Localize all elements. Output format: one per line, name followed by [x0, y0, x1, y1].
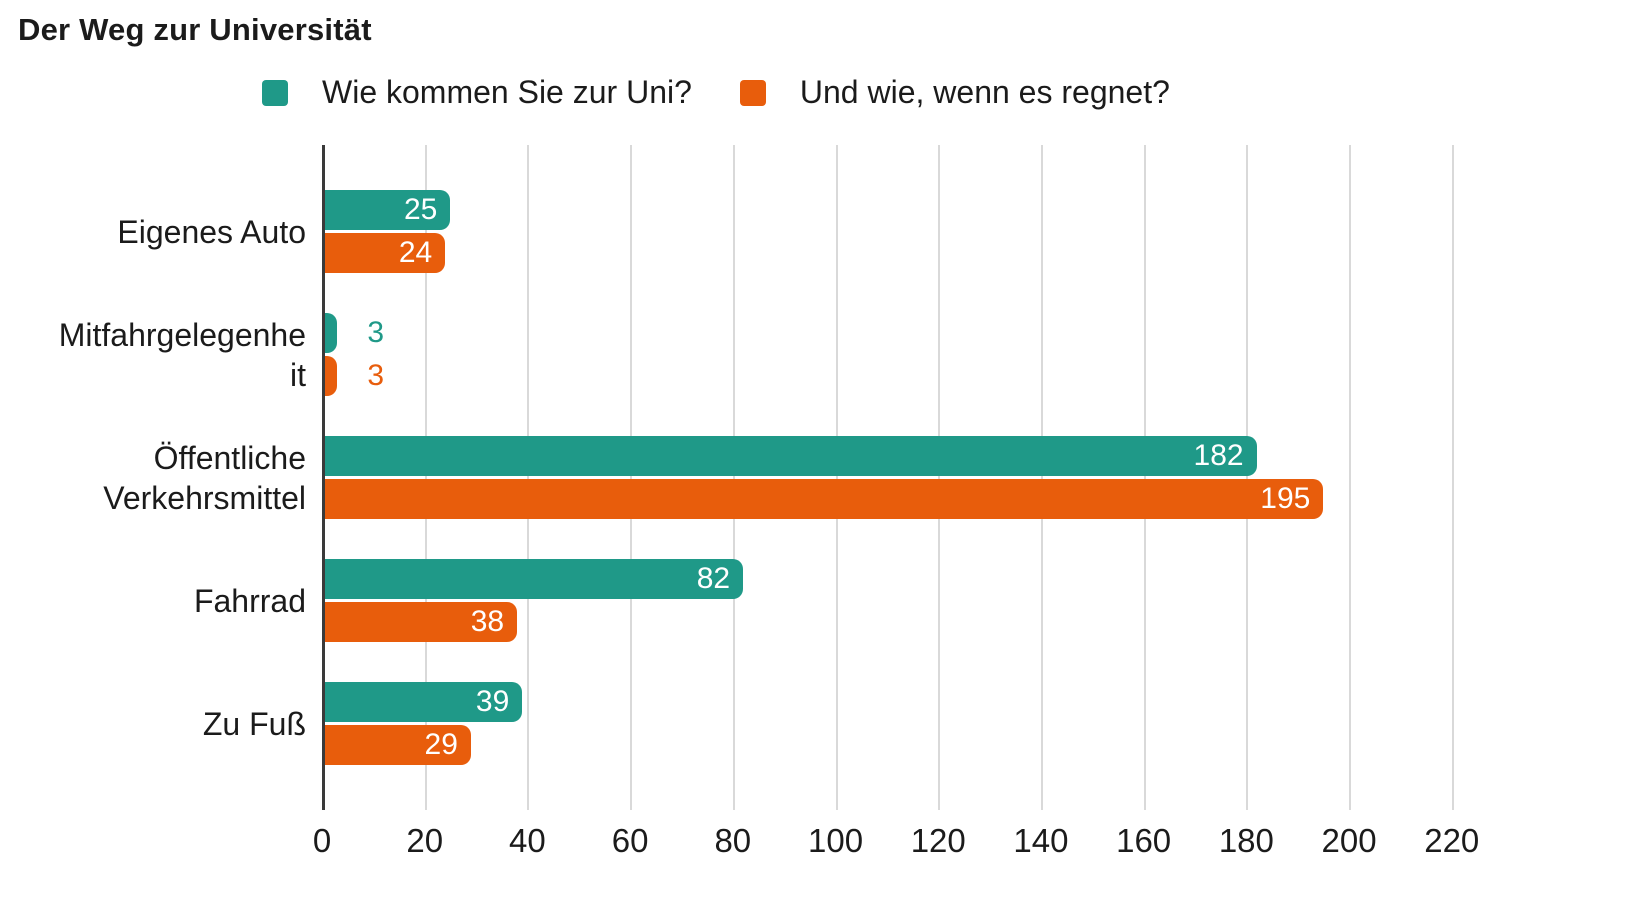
y-axis-line: [322, 145, 325, 810]
x-tick-label-40: 40: [509, 822, 546, 859]
category-label-1: Eigenes Auto: [117, 213, 306, 250]
bar-series1-4: 82: [322, 559, 744, 599]
legend-label-series1: Wie kommen Sie zur Uni?: [322, 74, 692, 110]
x-tick-label-20: 20: [406, 822, 444, 859]
x-tick-label-220: 220: [1424, 822, 1480, 859]
plot-area: 25 24 3 3 182 195 82 38 39 29: [322, 145, 1575, 810]
gridline: [1040, 145, 1043, 810]
category-label-2: Mitfahrgelegenhe it: [58, 316, 306, 393]
bar-rows: 25 24 3 3 182 195 82 38 39 29: [322, 190, 1575, 765]
gridline: [1349, 145, 1352, 810]
bar-series2-5: 29: [322, 725, 471, 765]
chart-title: Der Weg zur Universität: [18, 12, 372, 47]
gridline: [630, 145, 633, 810]
bar-series2-1: 24: [322, 233, 446, 273]
bar-value-label: 82: [696, 562, 731, 595]
x-tick-label-120: 120: [910, 822, 966, 859]
x-tick-label-200: 200: [1321, 822, 1377, 859]
legend-item-series1: Wie kommen Sie zur Uni?: [262, 74, 692, 111]
bar-value-label: 25: [404, 193, 438, 226]
bar-row-4: 82 38: [322, 559, 1575, 642]
bar-series1-2: 3: [322, 313, 384, 353]
bar-series2-2: 3: [322, 356, 384, 396]
gridline: [1246, 145, 1249, 810]
chart-legend: Wie kommen Sie zur Uni? Und wie, wenn es…: [262, 74, 1170, 111]
legend-swatch-series1-icon: [262, 79, 288, 106]
bar-series2-4: 38: [322, 602, 518, 642]
gridline: [424, 145, 427, 810]
bar-series2-3: 195: [322, 479, 1324, 519]
x-tick-label-100: 100: [807, 822, 864, 859]
bar-value-label: 3: [367, 316, 385, 349]
bar-value-label: 24: [398, 236, 433, 269]
x-tick-label-60: 60: [611, 822, 649, 859]
gridline: [1451, 145, 1454, 810]
bar-value-label: 39: [475, 685, 510, 718]
bar-value-label: 182: [1193, 439, 1244, 472]
bar-value-label: 3: [367, 359, 385, 392]
bar-value-label: 195: [1260, 482, 1311, 515]
gridline: [732, 145, 735, 810]
bar-row-5: 39 29: [322, 682, 1575, 765]
x-axis-tick-labels: 0 20 40 60 80 100 120 140 160 180 200 220: [313, 822, 1575, 862]
gridline: [835, 145, 838, 810]
gridline: [527, 145, 530, 810]
legend-swatch-series2-icon: [739, 79, 766, 106]
bar-series1-5: 39: [322, 682, 523, 722]
gridline: [1143, 145, 1146, 810]
bar-row-3: 182 195: [322, 436, 1575, 519]
x-tick-label-0: 0: [312, 822, 332, 859]
category-label-4: Fahrrad: [193, 582, 306, 619]
bar-value-label: 29: [424, 728, 458, 761]
x-tick-label-80: 80: [714, 822, 752, 859]
legend-label-series2: Und wie, wenn es regnet?: [799, 74, 1170, 110]
legend-item-series2: Und wie, wenn es regnet?: [739, 74, 1170, 111]
bar-series1-1: 25: [322, 190, 451, 230]
x-tick-label-180: 180: [1218, 822, 1274, 859]
category-label-5: Zu Fuß: [202, 705, 306, 742]
y-axis-category-labels: Eigenes Auto Mitfahrgelegenhe it Öffentlic…: [0, 190, 306, 765]
x-tick-label-140: 140: [1013, 822, 1069, 859]
bar-series1-3: 182: [322, 436, 1257, 476]
x-tick-label-160: 160: [1116, 822, 1172, 859]
bar-value-label: 38: [470, 605, 505, 638]
category-label-3: Öffentliche Verkehrsmittel: [103, 439, 306, 516]
gridline: [938, 145, 941, 810]
bar-row-1: 25 24: [322, 190, 1575, 273]
